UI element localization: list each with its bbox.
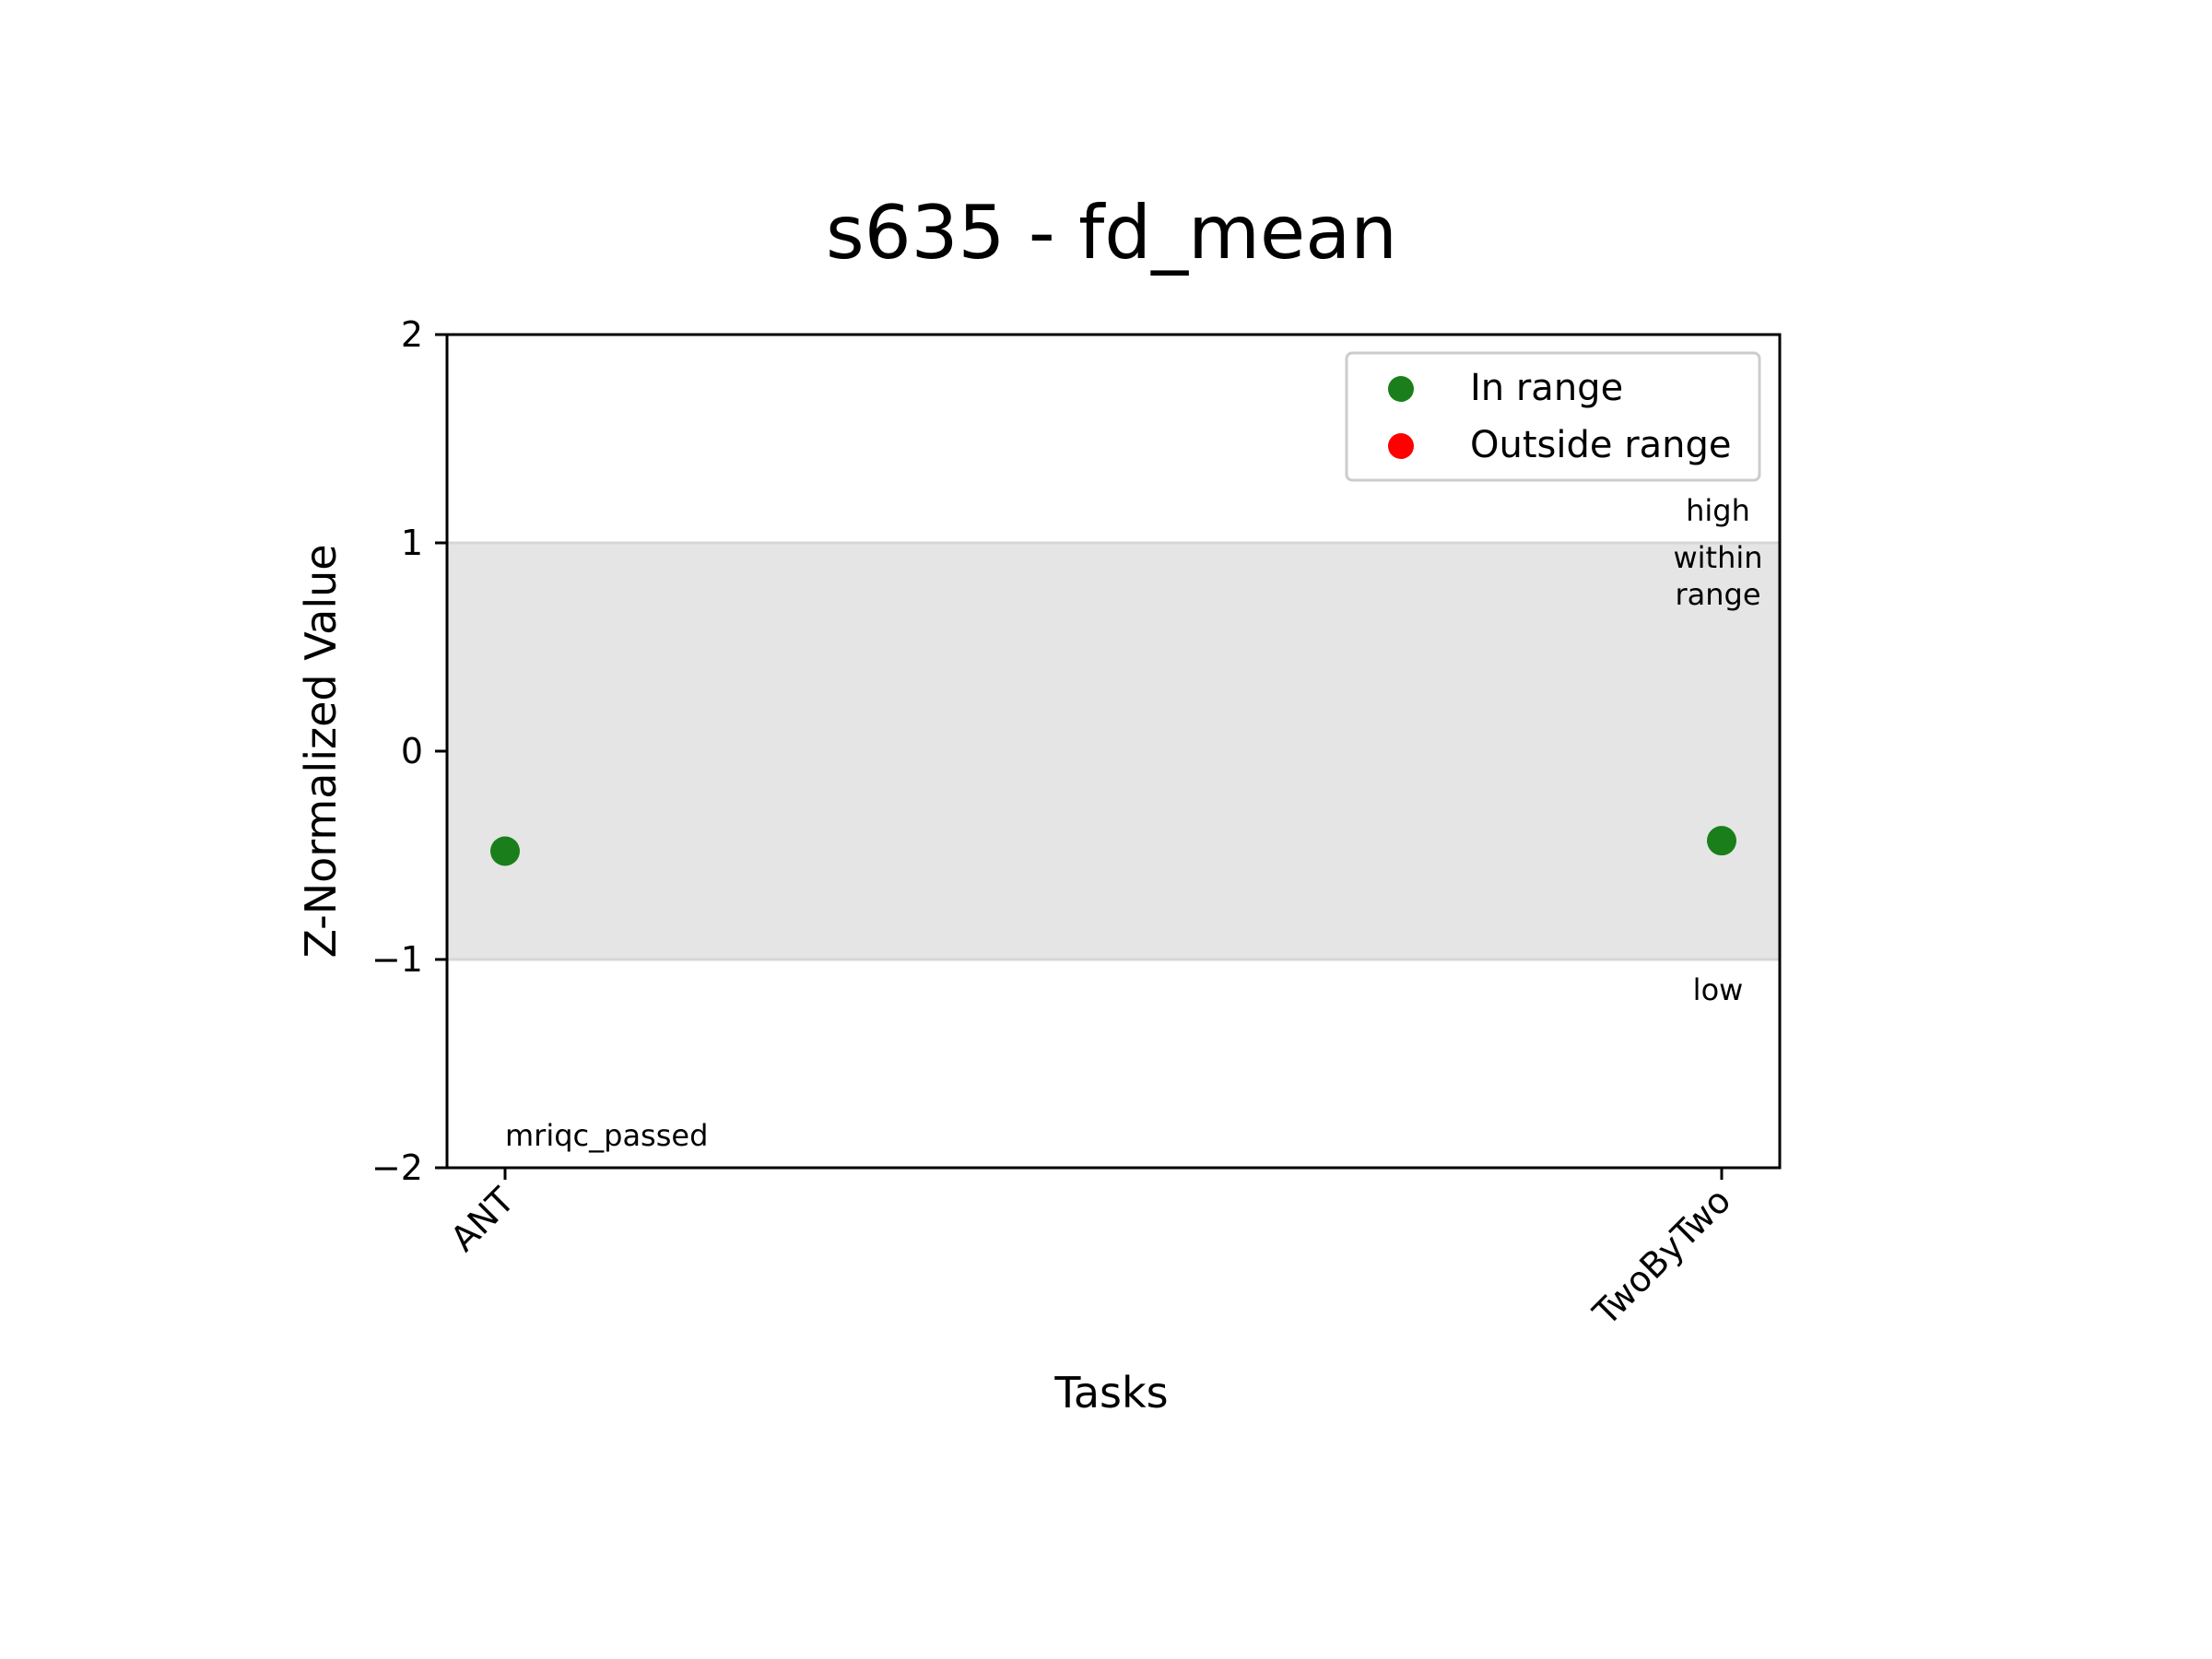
y-tick-label: 1 bbox=[401, 523, 423, 563]
legend-box bbox=[1345, 351, 1761, 482]
chart-title: s635 - fd_mean bbox=[826, 190, 1397, 276]
x-axis-label: Tasks bbox=[1053, 1368, 1168, 1418]
annotation-range: range bbox=[1675, 577, 1760, 612]
legend-marker-in-range bbox=[1388, 376, 1414, 402]
annotation-status: mriqc_passed bbox=[505, 1118, 708, 1153]
legend-label-in-range: In range bbox=[1470, 367, 1623, 409]
annotation-within: within bbox=[1673, 540, 1762, 575]
y-tick-label: 0 bbox=[401, 731, 423, 771]
y-tick-label: 2 bbox=[401, 314, 423, 355]
y-axis-ticks: −2 −1 0 1 2 bbox=[371, 314, 447, 1188]
data-point bbox=[1707, 826, 1736, 856]
y-tick-label: −2 bbox=[371, 1147, 423, 1188]
within-range-band bbox=[447, 543, 1780, 959]
annotation-high: high bbox=[1686, 493, 1750, 528]
data-point bbox=[490, 836, 520, 866]
x-tick-label: TwoByTwo bbox=[1584, 1180, 1738, 1334]
x-axis-ticks: ANT TwoByTwo bbox=[442, 1168, 1738, 1334]
legend-marker-outside-range bbox=[1388, 433, 1414, 459]
data-points bbox=[490, 826, 1736, 866]
legend-label-outside-range: Outside range bbox=[1470, 424, 1732, 466]
plot-frame bbox=[445, 333, 1782, 1170]
y-tick-label: −1 bbox=[371, 939, 423, 980]
y-axis-label: Z-Normalized Value bbox=[296, 544, 346, 958]
legend: In range Outside range bbox=[1345, 351, 1761, 482]
x-tick-label: ANT bbox=[442, 1180, 523, 1260]
annotation-low: low bbox=[1693, 972, 1744, 1007]
